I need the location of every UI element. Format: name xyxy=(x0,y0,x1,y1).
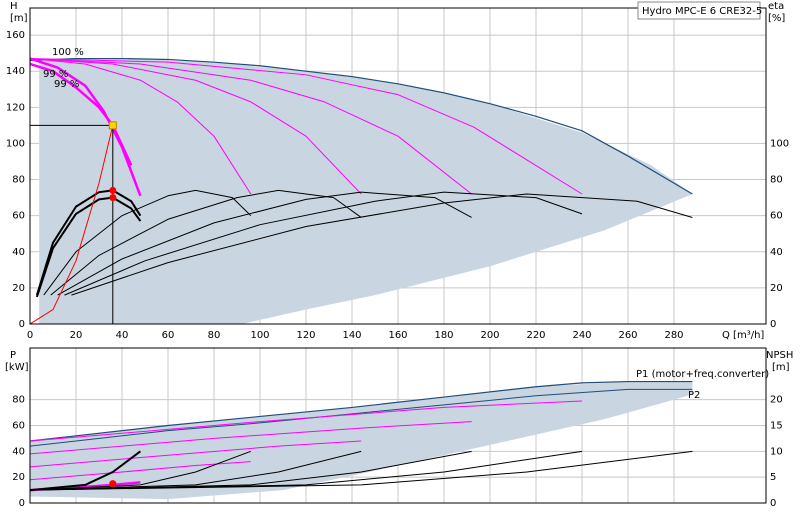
x-tick-label: 220 xyxy=(526,330,545,341)
y2-axis-label: NPSH xyxy=(766,350,793,361)
curve xyxy=(30,450,472,491)
x-tick-label: 260 xyxy=(618,330,637,341)
x-axis-label: Q [m³/h] xyxy=(722,330,764,341)
y2-axis-unit: [%] xyxy=(768,13,785,24)
curve xyxy=(30,440,362,468)
annotation: P1 (motor+freq.converter) xyxy=(636,369,769,380)
curve xyxy=(30,62,133,166)
y2-tick-label: 10 xyxy=(770,446,783,457)
curve xyxy=(30,58,252,195)
y2-tick-label: 60 xyxy=(770,211,783,222)
curve xyxy=(30,58,362,195)
duty-point-dot xyxy=(109,194,117,202)
curve xyxy=(43,189,252,296)
x-tick-label: 160 xyxy=(388,330,407,341)
y2-tick-label: 20 xyxy=(770,395,783,406)
x-tick-label: 40 xyxy=(116,330,129,341)
plot-frame xyxy=(29,7,767,325)
y-tick-label: 40 xyxy=(12,247,25,258)
curve xyxy=(50,189,362,296)
annotation: 100 % xyxy=(52,47,84,58)
x-tick-label: 180 xyxy=(434,330,453,341)
series-group xyxy=(30,57,693,324)
curve xyxy=(64,191,583,296)
curve xyxy=(35,196,142,298)
curve xyxy=(57,191,472,296)
duty-point xyxy=(108,121,117,130)
y-tick-label: 100 xyxy=(6,138,25,149)
y-tick-label: 0 xyxy=(19,319,25,330)
x-tick-label: 140 xyxy=(342,330,361,341)
x-tick-label: 280 xyxy=(664,330,683,341)
x-tick-label: 120 xyxy=(296,330,315,341)
y-axis-unit: [kW] xyxy=(5,362,29,373)
curve xyxy=(30,400,583,442)
y-tick-label: 40 xyxy=(12,446,25,457)
curve xyxy=(30,58,472,195)
annotation: 99 % xyxy=(43,69,68,80)
y-tick-label: 60 xyxy=(12,211,25,222)
y-tick-label: 20 xyxy=(12,472,25,483)
curve xyxy=(30,450,693,491)
annotation: P2 xyxy=(688,390,700,401)
curve xyxy=(30,125,114,324)
x-tick-label: 80 xyxy=(208,330,221,341)
x-tick-label: 20 xyxy=(70,330,83,341)
curve xyxy=(30,57,693,195)
x-tick-label: 0 xyxy=(27,330,33,341)
y2-axis-unit: [m] xyxy=(772,362,790,373)
y2-tick-label: 100 xyxy=(770,138,789,149)
title-box xyxy=(637,1,761,20)
curve xyxy=(30,450,362,491)
y-tick-label: 80 xyxy=(12,395,25,406)
curve xyxy=(30,450,141,492)
y-tick-label: 20 xyxy=(12,283,25,294)
x-tick-label: 200 xyxy=(480,330,499,341)
y-tick-label: 0 xyxy=(19,498,25,509)
x-tick-label: 60 xyxy=(162,330,175,341)
x-tick-label: 100 xyxy=(250,330,269,341)
curve xyxy=(30,380,693,442)
y2-tick-label: 40 xyxy=(770,247,783,258)
y2-tick-label: 80 xyxy=(770,175,783,186)
y-tick-label: 140 xyxy=(6,66,25,77)
y2-axis-label: eta xyxy=(768,1,784,12)
duty-point-dot xyxy=(109,480,117,488)
curve xyxy=(30,57,142,197)
y-axis-label: P xyxy=(10,350,16,361)
y2-tick-label: 0 xyxy=(770,498,776,509)
y-axis-unit: [m] xyxy=(10,13,28,24)
curve xyxy=(30,388,693,447)
curve xyxy=(30,58,583,195)
chart-title: Hydro MPC-E 6 CRE32-5 xyxy=(642,6,762,17)
annotation: 99 % xyxy=(54,79,79,90)
curve xyxy=(30,461,251,481)
operating-range-area xyxy=(30,381,693,500)
curve xyxy=(30,421,472,455)
plot-frame xyxy=(29,347,767,504)
y-tick-label: 60 xyxy=(12,421,25,432)
y-tick-label: 120 xyxy=(6,102,25,113)
curve xyxy=(71,193,693,296)
duty-point-dot xyxy=(109,186,117,194)
y-tick-label: 80 xyxy=(12,175,25,186)
x-tick-label: 240 xyxy=(572,330,591,341)
y2-tick-label: 5 xyxy=(770,472,776,483)
y2-tick-label: 0 xyxy=(770,319,776,330)
y2-tick-label: 15 xyxy=(770,421,783,432)
series-group xyxy=(30,380,693,500)
curve xyxy=(30,450,251,491)
y2-tick-label: 20 xyxy=(770,283,783,294)
y-tick-label: 160 xyxy=(6,30,25,41)
y-axis-label: H xyxy=(10,1,18,12)
curve xyxy=(35,189,142,296)
